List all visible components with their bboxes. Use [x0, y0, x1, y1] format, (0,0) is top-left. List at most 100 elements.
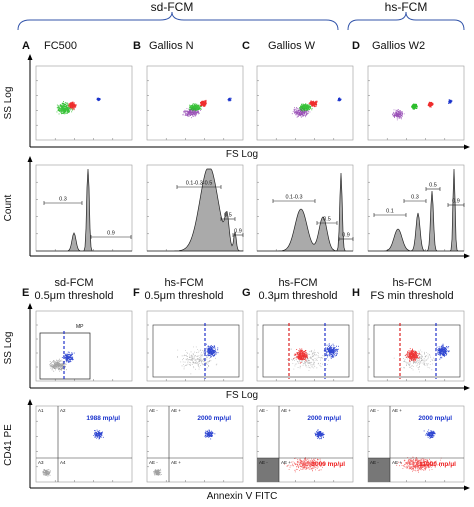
bottom-scatter-frame — [146, 310, 244, 382]
top-scatter-events — [56, 97, 101, 115]
quadrant-label: A3 — [38, 460, 44, 465]
fluor-events: AE - AE + AE - AE + 2000 mp/μl — [147, 406, 243, 482]
quadrant-label: AE + — [392, 460, 402, 465]
top-scatter-ylabel: SS Log — [3, 87, 14, 120]
gate-label: 0.5 — [323, 217, 331, 223]
panel-e-method: sd-FCM — [54, 277, 93, 289]
panel-h-letter: H — [352, 287, 360, 299]
quadrant-label: AE - — [259, 460, 268, 465]
top-scatter-frame — [367, 65, 465, 141]
bottom-scatter-axes — [27, 303, 470, 391]
panel-g-method: hs-FCM — [278, 277, 317, 289]
quadrant-label: AE - — [370, 408, 379, 413]
top-hist-ylabel: Count — [3, 194, 14, 221]
hs-fcm-brace — [347, 11, 465, 31]
noise-block — [368, 458, 390, 482]
histogram-curve — [257, 172, 353, 252]
sd-fcm-brace — [17, 11, 339, 31]
top-scatter-xlabel: FS Log — [226, 149, 258, 160]
fluor-events: A1 A2 A3 A4 1988 mp/μl — [36, 406, 132, 482]
panel-c-instrument: Gallios W — [268, 40, 316, 52]
fluor-ylabel: CD41 PE — [3, 424, 14, 466]
top-scatter-events — [291, 97, 342, 118]
top-scatter-plots — [35, 65, 465, 141]
top-scatter-events — [392, 99, 453, 121]
gate-label: 0.5 — [224, 213, 232, 219]
count-red: 11000 mp/μl — [419, 461, 456, 468]
panel-f-method: hs-FCM — [164, 277, 203, 289]
gate-label: 0.9 — [107, 231, 115, 237]
gate-label: 0.1-0.3-0.5 — [186, 181, 213, 187]
fluor-frame — [146, 405, 244, 483]
histogram-curve — [368, 168, 464, 252]
bottom-scatter-frame — [367, 310, 465, 382]
bottom-scatter-plots: MP — [35, 310, 465, 382]
histogram-curve — [147, 168, 244, 252]
fluor-xlabel: Annexin V FITC — [207, 491, 278, 502]
bottom-scatter-events: MP — [39, 324, 91, 380]
quadrant-label: AE - — [370, 460, 379, 465]
top-scatter-events — [182, 97, 232, 119]
quadrant-label: AE - — [259, 408, 268, 413]
quadrant-label: AE + — [392, 408, 402, 413]
panel-b-letter: B — [133, 40, 141, 52]
gate-label: 0.9 — [452, 199, 460, 205]
quadrant-label: AE + — [281, 408, 291, 413]
fluor-events: AE - AE + AE - AE + 2000 mp/μl 11000 mp/μl — [368, 406, 464, 482]
quadrant-label: AE + — [281, 460, 291, 465]
bottom-scatter-frame — [256, 310, 354, 382]
panel-e-threshold: 0.5μm threshold — [34, 290, 113, 302]
panel-e-letter: E — [22, 287, 29, 299]
histogram-curve — [36, 168, 132, 252]
top-hist-frame — [35, 164, 133, 252]
fluor-events: AE - AE + AE - AE + 2000 mp/μl 3000 mp/μl — [257, 406, 353, 482]
sd-fcm-label: sd-FCM — [151, 0, 194, 14]
bottom-scatter-ylabel: SS Log — [3, 332, 14, 365]
gate-label: 0.5 — [429, 183, 437, 189]
bottom-scatter-events — [373, 323, 461, 379]
quadrant-label: AE - — [149, 460, 158, 465]
panel-f-letter: F — [133, 287, 140, 299]
quadrant-label: AE + — [171, 408, 181, 413]
panel-g-letter: G — [242, 287, 251, 299]
panel-h-threshold: FS min threshold — [370, 290, 453, 302]
panel-f-threshold: 0.5μm threshold — [144, 290, 223, 302]
count-red: 3000 mp/μl — [311, 461, 345, 468]
bottom-scatter-events — [262, 323, 350, 379]
fluor-frame — [35, 405, 133, 483]
panel-d-instrument: Gallios W2 — [372, 40, 425, 52]
gate-label: 0.3 — [59, 197, 67, 203]
top-scatter-axes — [27, 54, 470, 150]
mp-gate — [152, 324, 240, 378]
bottom-scatter-xlabel: FS Log — [226, 390, 258, 401]
top-scatter-frame — [35, 65, 133, 141]
hs-fcm-label: hs-FCM — [385, 0, 428, 14]
count-blue: 2000 mp/μl — [418, 415, 452, 422]
top-histograms: 0.3 0.9 0.1-0.3-0.5 0.5 0.9 0.1-0.3 0.5 0.9 0.1 0… — [35, 164, 465, 252]
count-blue: 2000 mp/μl — [197, 415, 231, 422]
panel-b-instrument: Gallios N — [149, 40, 194, 52]
top-hist-axes — [27, 156, 470, 259]
gate-label: 0.9 — [234, 229, 242, 235]
panel-d-letter: D — [352, 40, 360, 52]
gate-label: 0.1-0.3 — [285, 195, 302, 201]
panel-a-instrument: FC500 — [44, 40, 77, 52]
quadrant-label: A2 — [60, 408, 66, 413]
mp-gate — [373, 324, 461, 378]
bottom-scatter-events — [152, 323, 240, 379]
mp-gate-label: MP — [76, 324, 84, 330]
quadrant-label: AE - — [149, 408, 158, 413]
count-blue: 1988 mp/μl — [86, 415, 120, 422]
mp-gate — [39, 332, 91, 380]
panel-h-method: hs-FCM — [392, 277, 431, 289]
quadrant-label: A1 — [38, 408, 44, 413]
count-blue: 2000 mp/μl — [307, 415, 341, 422]
fluor-axes — [27, 399, 470, 491]
noise-block — [257, 458, 279, 482]
gate-label: 0.3 — [411, 195, 419, 201]
panel-c-letter: C — [242, 40, 250, 52]
top-scatter-frame — [256, 65, 354, 141]
bottom-scatter-frame — [35, 310, 133, 382]
quadrant-label: A4 — [60, 460, 66, 465]
